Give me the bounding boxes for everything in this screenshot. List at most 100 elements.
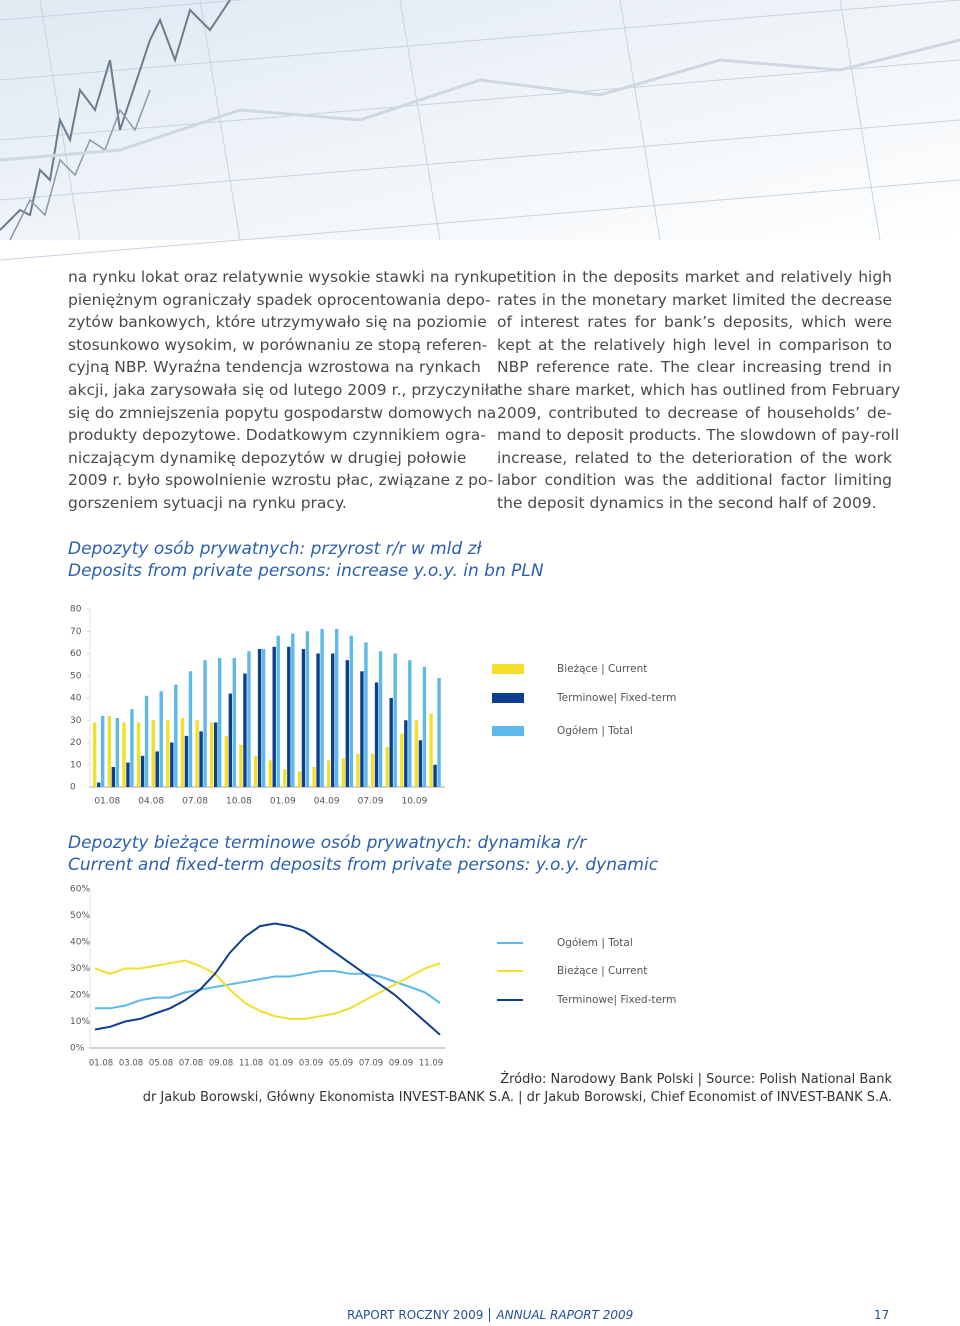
page-number: 17 — [874, 1308, 890, 1322]
x-tick-label: 01.09 — [269, 1059, 293, 1069]
y-tick-label: 70 — [70, 627, 82, 637]
y-tick-label: 60 — [70, 649, 82, 659]
x-tick-label: 01.08 — [89, 1059, 113, 1069]
text-line: produkty depozytowe. Dodatkowym czynniki… — [68, 426, 486, 445]
bar — [335, 629, 339, 787]
bar — [188, 671, 193, 787]
y-tick-label: 0 — [70, 783, 76, 793]
y-tick-label: 10 — [70, 760, 82, 770]
separator — [489, 1308, 491, 1322]
text-line: mand to deposit products. The slowdown o… — [497, 426, 900, 445]
bar — [429, 713, 433, 787]
x-tick-label: 01.08 — [94, 797, 120, 807]
x-tick-label: 07.08 — [182, 797, 208, 807]
bar — [374, 682, 379, 787]
y-tick-label: 80 — [70, 605, 82, 615]
bar — [111, 766, 116, 787]
bar — [272, 646, 276, 787]
bar — [151, 720, 155, 787]
legend-label: Terminowe| Fixed-term — [556, 692, 676, 704]
text-line: stosunkowo wysokim, w porównaniu ze stop… — [68, 335, 488, 354]
bar — [122, 722, 126, 787]
legend-label: Ogółem | Total — [557, 937, 633, 949]
bar — [107, 715, 112, 787]
text-line: się do zmniejszenia popytu gospodarstw d… — [68, 403, 497, 422]
text-line: rates in the monetary market limited the… — [497, 290, 892, 309]
bar — [97, 782, 101, 787]
x-tick-label: 01.09 — [270, 797, 296, 807]
right-column: petition in the deposits market and rela… — [497, 266, 900, 515]
bar — [214, 722, 218, 787]
y-tick-label: 0% — [70, 1044, 85, 1054]
y-tick-label: 20 — [70, 738, 82, 748]
text-line: cyjną NBP. Wyraźna tendencja wzrostowa n… — [68, 358, 481, 377]
line — [95, 970, 441, 1010]
line — [94, 959, 441, 1020]
bar — [261, 649, 266, 787]
legend-label: Terminowe| Fixed-term — [556, 994, 676, 1006]
bar — [291, 633, 295, 787]
text-line: gorszeniem sytuacji na rynku pracy. — [68, 493, 347, 512]
text-line: petition in the deposits market and rela… — [497, 268, 892, 286]
bar — [243, 673, 247, 787]
bar — [253, 755, 258, 787]
bar — [349, 635, 354, 787]
bar — [316, 653, 320, 787]
bar — [305, 631, 310, 787]
x-tick-label: 10.08 — [226, 797, 252, 807]
bar — [228, 693, 233, 787]
x-tick-label: 03.09 — [299, 1059, 323, 1069]
bar — [437, 677, 441, 787]
text-line: na rynku lokat oraz relatywnie wysokie s… — [68, 268, 498, 286]
footer-title: RAPORT ROCZNY 2009 — [347, 1308, 484, 1322]
bar — [287, 646, 291, 787]
bar — [356, 753, 360, 787]
chart-title: Depozyty bieżące terminowe osób prywatny… — [68, 832, 658, 876]
y-tick-label: 40% — [70, 938, 90, 948]
bar — [140, 755, 145, 787]
bar — [166, 720, 170, 787]
line — [94, 922, 441, 1036]
bar — [174, 684, 178, 787]
bar — [180, 718, 185, 787]
bar — [93, 722, 97, 787]
bar — [210, 722, 214, 787]
y-tick-label: 50 — [70, 671, 82, 681]
bar — [239, 744, 243, 787]
text-line: NBP reference rate. The clear increasing… — [497, 358, 892, 377]
x-tick-label: 05.08 — [149, 1059, 173, 1069]
text-line: increase, related to the deterioration o… — [497, 448, 892, 467]
bar — [276, 635, 280, 787]
footer: RAPORT ROCZNY 2009 ANNUAL RAPORT 2009 — [347, 1308, 633, 1322]
chart-title: Depozyty osób prywatnych: przyrost r/r w… — [68, 539, 482, 559]
bar — [136, 722, 141, 787]
bar — [385, 746, 389, 787]
bar — [414, 720, 419, 787]
bar — [170, 742, 174, 787]
bar — [232, 657, 237, 787]
x-tick-label: 03.08 — [119, 1059, 143, 1069]
text-line: of interest rates for bank’s deposits, w… — [497, 313, 892, 332]
header-photo — [0, 0, 960, 261]
bar — [404, 720, 408, 787]
chart-subtitle: Current and fixed-term deposits from pri… — [68, 855, 659, 875]
x-tick-label: 07.09 — [359, 1059, 383, 1069]
bar — [224, 735, 229, 787]
bar — [331, 653, 335, 787]
x-tick-label: 10.09 — [402, 797, 428, 807]
footer-title: ANNUAL RAPORT 2009 — [496, 1308, 634, 1322]
legend-swatch — [492, 664, 524, 674]
bar — [320, 629, 324, 787]
chart-title: Depozyty bieżące terminowe osób prywatny… — [68, 833, 587, 853]
text-line: akcji, jaka zarysowała się od lutego 200… — [68, 380, 499, 399]
x-tick-label: 09.08 — [209, 1059, 233, 1069]
y-tick-label: 20% — [70, 991, 90, 1001]
bar — [364, 642, 368, 787]
bar — [283, 769, 287, 787]
legend-label: Ogółem | Total — [557, 725, 633, 737]
text-line: pieniężnym ograniczały spadek oprocentow… — [68, 290, 491, 309]
x-tick-label: 09.09 — [389, 1059, 413, 1069]
bar — [184, 735, 189, 787]
bar — [389, 698, 393, 787]
